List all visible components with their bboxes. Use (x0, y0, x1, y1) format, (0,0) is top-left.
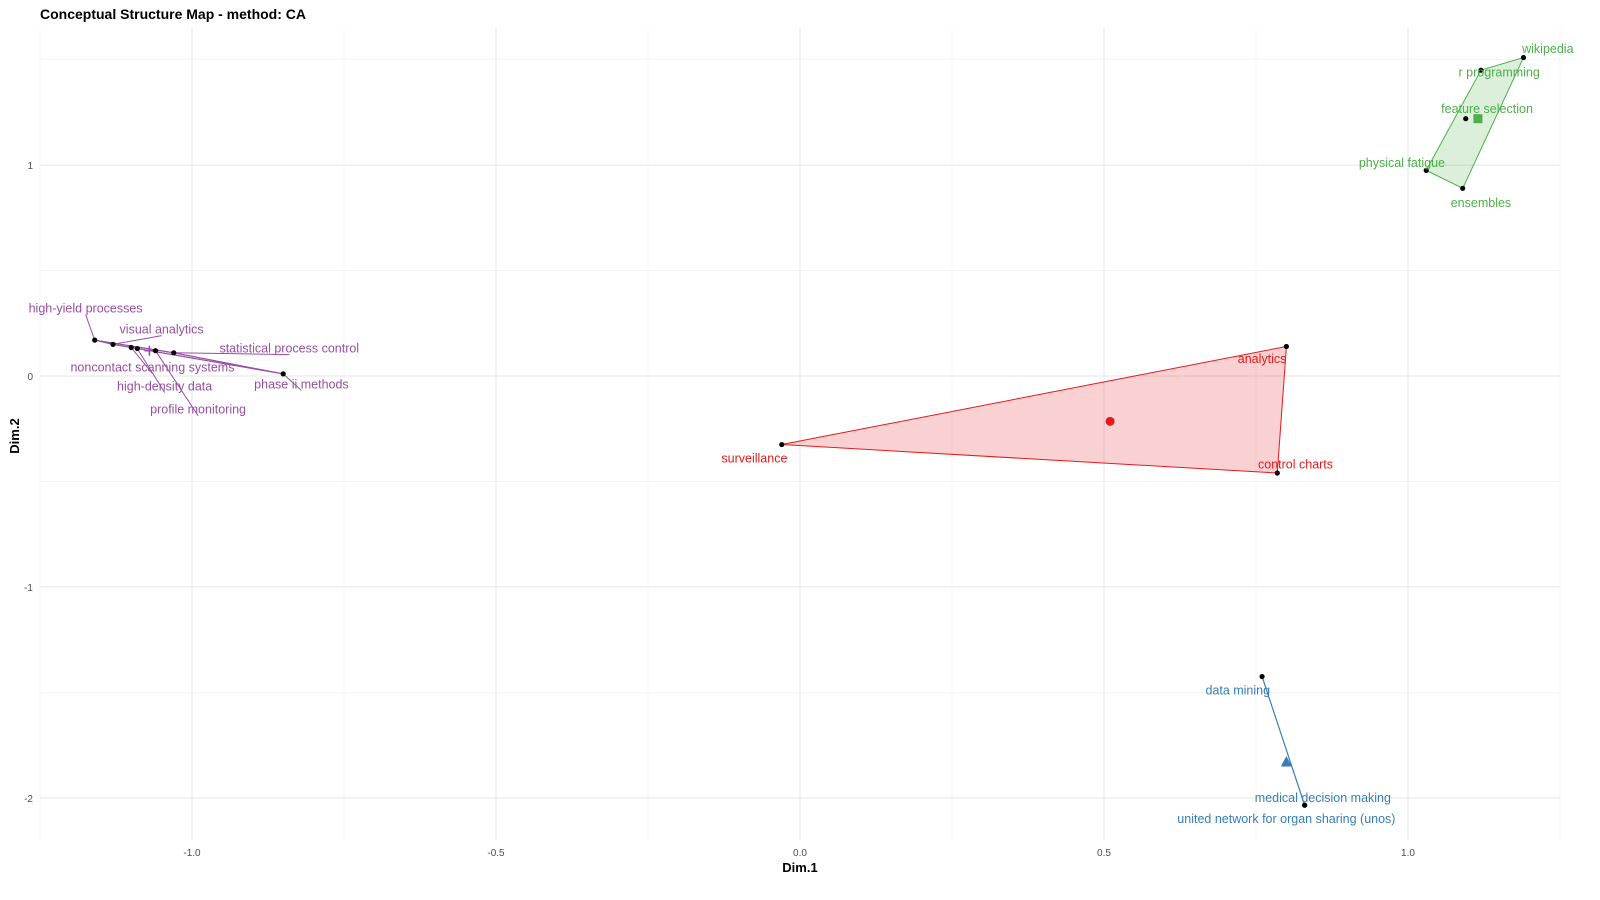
point-label: high-density data (117, 380, 212, 394)
cluster-centroid (1280, 755, 1292, 767)
point-label: ensembles (1451, 196, 1511, 210)
plot-area: high-yield processes visual analytics nonc… (29, 42, 1574, 826)
x-tick-label: 1.0 (1401, 848, 1415, 859)
y-tick-label: 0 (27, 372, 33, 383)
cluster-centroid (1105, 416, 1115, 426)
data-point (1478, 67, 1484, 73)
y-axis-ticks: -2 -1 0 1 (24, 161, 33, 805)
y-tick-label: -2 (24, 794, 33, 805)
cluster-1: high-yield processes visual analytics nonc… (29, 302, 359, 417)
data-point (128, 344, 134, 351)
chart-title: Conceptual Structure Map - method: CA (40, 6, 306, 22)
point-label: visual analytics (120, 323, 204, 337)
point-label: surveillance (721, 451, 787, 465)
data-point (134, 345, 140, 352)
data-point (1463, 116, 1469, 122)
data-point (1283, 343, 1289, 350)
y-tick-label: -1 (24, 583, 33, 594)
data-point (171, 350, 177, 356)
point-label: profile monitoring (150, 403, 246, 417)
point-label: r programming (1459, 65, 1540, 79)
label-leader-line (282, 373, 302, 391)
data-point (779, 441, 785, 448)
x-tick-label: 0.0 (793, 848, 807, 859)
data-point (110, 341, 116, 347)
cluster-hull (1261, 676, 1306, 806)
data-point (280, 371, 286, 377)
data-point (1274, 470, 1280, 476)
cluster-centroid (1473, 114, 1483, 124)
point-label: noncontact scanning systems (70, 361, 234, 375)
cluster-hull (781, 345, 1287, 474)
point-label: data mining (1205, 683, 1270, 697)
x-axis-title: Dim.1 (782, 860, 817, 875)
data-point (152, 348, 159, 354)
cluster-4: data mining medical decision making united… (1177, 673, 1395, 826)
label-leader-line (112, 335, 162, 345)
cluster-centroid (144, 345, 155, 356)
point-label: wikipedia (1521, 42, 1573, 56)
grid (39, 28, 1561, 840)
data-point (1460, 185, 1466, 191)
data-point (1302, 802, 1308, 808)
point-label: phase ii methods (254, 377, 349, 391)
label-leader-line (130, 347, 153, 374)
data-point (92, 337, 98, 343)
point-label: feature selection (1441, 102, 1533, 116)
point-label: analytics (1238, 352, 1287, 366)
y-tick-label: 1 (27, 161, 33, 172)
point-label: high-yield processes (29, 302, 143, 316)
x-tick-label: -1.0 (183, 848, 201, 859)
point-label: physical fatigue (1359, 156, 1445, 170)
label-leader-line (85, 314, 96, 341)
point-label: united network for organ sharing (unos) (1177, 812, 1395, 826)
label-leader-line (173, 352, 290, 356)
label-leader-line (136, 348, 166, 393)
x-tick-label: -0.5 (487, 848, 505, 859)
data-point (1520, 54, 1527, 61)
x-tick-label: 0.5 (1097, 848, 1111, 859)
point-label: statistical process control (219, 342, 359, 356)
cluster-outline (94, 339, 284, 375)
y-axis-title: Dim.2 (7, 418, 22, 453)
label-leader-line (155, 350, 199, 417)
x-axis-ticks: -1.0 -0.5 0.0 0.5 1.0 (183, 848, 1415, 859)
cluster-3: wikipedia r programming feature selection p… (1359, 42, 1574, 210)
data-point (1423, 167, 1429, 173)
point-label: control charts (1258, 458, 1333, 472)
data-point (1259, 673, 1265, 680)
cluster-2: analytics surveillance control charts (721, 343, 1333, 476)
point-label: medical decision making (1255, 791, 1391, 805)
